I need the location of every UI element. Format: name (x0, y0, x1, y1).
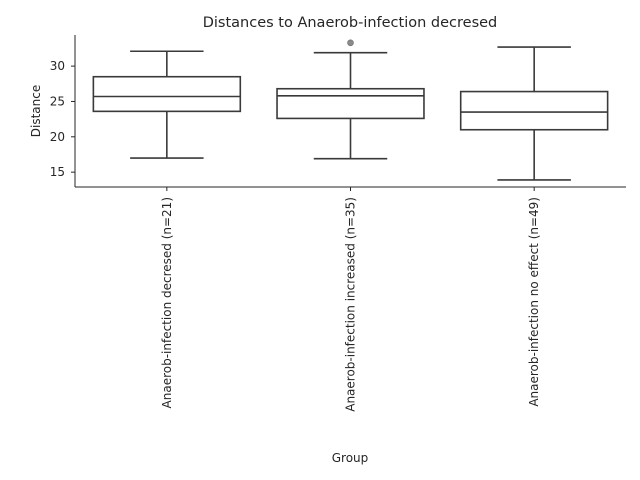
x-axis-ticks: Anaerob-infection decresed (n=21) Anaerob… (160, 187, 541, 412)
x-axis-label: Group (332, 451, 369, 465)
x-tick-label: Anaerob-infection decresed (n=21) (160, 197, 174, 408)
y-axis-ticks: 15 20 25 30 (50, 59, 75, 179)
y-tick-label: 20 (50, 130, 65, 144)
box-group (276, 39, 425, 160)
iqr-box (459, 90, 609, 131)
box-group (459, 46, 609, 181)
y-tick-label: 15 (50, 165, 65, 179)
x-tick-label: Anaerob-infection increased (n=35) (344, 197, 358, 412)
chart-title: Distances to Anaerob-infection decresed (203, 15, 498, 31)
y-tick-label: 25 (50, 94, 65, 108)
x-tick-label: Anaerob-infection no effect (n=49) (527, 197, 541, 407)
y-tick-label: 30 (50, 59, 65, 73)
y-axis-label: Distance (29, 85, 43, 137)
outlier-point (347, 39, 354, 47)
box-group (92, 50, 242, 159)
iqr-box (276, 87, 425, 120)
plot-area (92, 39, 609, 181)
iqr-box (92, 75, 242, 113)
